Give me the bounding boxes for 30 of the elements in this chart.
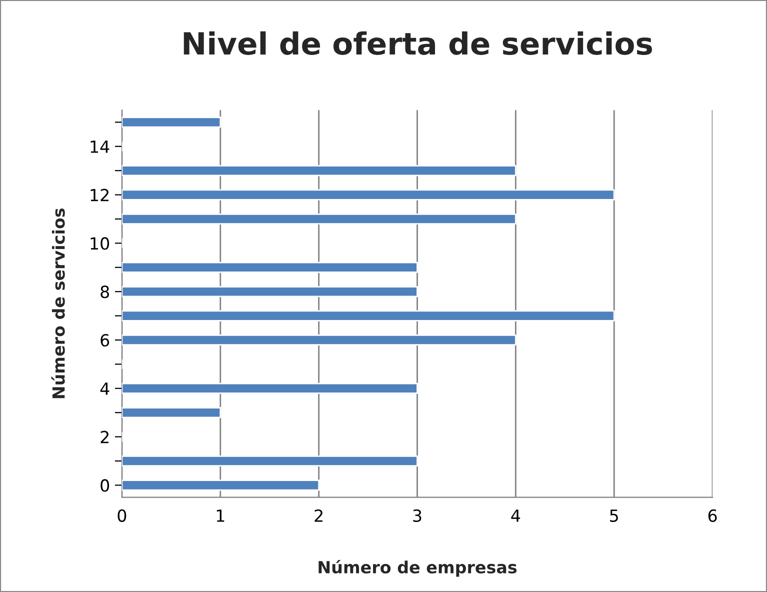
bar: [122, 189, 615, 200]
x-tick-label: 3: [413, 509, 422, 522]
y-tick-label: 10: [90, 237, 110, 250]
bar: [122, 116, 222, 128]
bar: [122, 334, 516, 346]
x-tick-label: 6: [708, 509, 717, 522]
bar: [122, 480, 320, 491]
x-tick-label: 0: [118, 509, 126, 522]
x-tick-label: 2: [314, 509, 322, 522]
bar: [122, 262, 418, 273]
bar: [122, 407, 222, 418]
y-tick-label: 4: [100, 382, 110, 395]
y-tick-label: 0: [100, 479, 110, 492]
bar: [122, 455, 418, 467]
y-tick-label: 8: [100, 286, 110, 298]
x-tick-label: 5: [610, 510, 618, 522]
y-tick-label: 6: [100, 334, 110, 347]
y-axis-title: Número de servicios: [51, 208, 65, 398]
bar: [122, 165, 516, 176]
y-tick-label: 2: [100, 430, 108, 444]
x-axis-title: Número de empresas: [318, 560, 517, 577]
bar: [122, 382, 418, 394]
chart-title: Nivel de oferta de servicios: [184, 31, 652, 55]
bar: [122, 286, 418, 298]
x-tick-label: 1: [216, 510, 224, 522]
bar: [122, 310, 615, 322]
bar: [122, 213, 516, 225]
x-tick-label: 4: [511, 510, 520, 522]
y-tick-label: 14: [90, 140, 110, 153]
y-tick-label: 12: [90, 188, 108, 202]
